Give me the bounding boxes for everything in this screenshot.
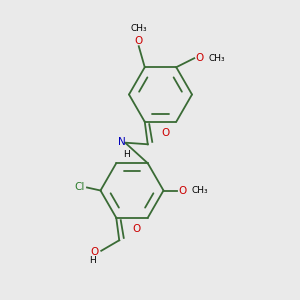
Text: H: H	[123, 150, 130, 159]
Text: CH₃: CH₃	[130, 24, 147, 33]
Text: CH₃: CH₃	[191, 186, 208, 195]
Text: O: O	[178, 185, 187, 196]
Text: Cl: Cl	[74, 182, 85, 193]
Text: O: O	[135, 36, 143, 46]
Text: N: N	[118, 137, 126, 147]
Text: O: O	[161, 128, 169, 138]
Text: O: O	[133, 224, 141, 234]
Text: CH₃: CH₃	[209, 54, 225, 63]
Text: O: O	[91, 247, 99, 257]
Text: H: H	[89, 256, 96, 265]
Text: O: O	[196, 53, 204, 63]
